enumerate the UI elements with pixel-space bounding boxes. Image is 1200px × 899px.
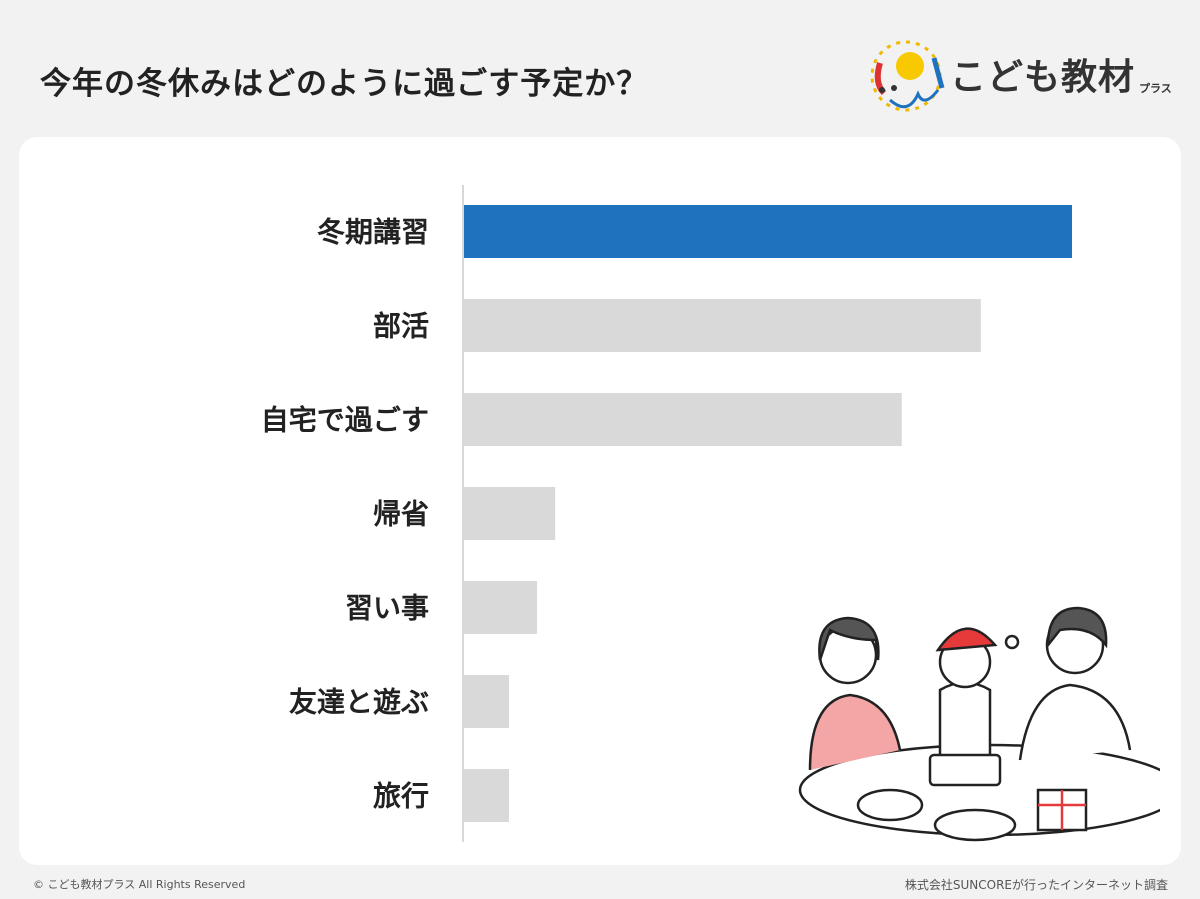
bar-4 — [464, 581, 537, 634]
bar-0 — [464, 205, 1072, 258]
category-label-1: 部活 — [373, 310, 429, 343]
category-label-5: 友達と遊ぶ — [289, 686, 429, 719]
bar-6 — [464, 769, 509, 822]
chart-title: 今年の冬休みはどのように過ごす予定か？ — [40, 66, 649, 102]
logo-lightbulb-icon — [870, 40, 945, 112]
category-label-3: 帰省 — [373, 498, 429, 531]
category-label-0: 冬期講習 — [317, 216, 429, 249]
bar-2 — [464, 393, 902, 446]
category-label-4: 習い事 — [345, 592, 429, 625]
bar-5 — [464, 675, 509, 728]
logo-wordmark: こども教材 プラス — [950, 56, 1172, 100]
logo: こども教材 プラス — [868, 38, 1198, 118]
chart-card: 冬期講習部活自宅で過ごす帰省習い事友達と遊ぶ旅行 — [19, 137, 1181, 865]
family-dinner-illustration — [798, 606, 1160, 842]
logo-name: こども教材 — [950, 57, 1136, 98]
category-label-6: 旅行 — [373, 780, 429, 813]
source-text: 株式会社SUNCOREが行ったインターネット調査 — [904, 878, 1168, 892]
bar-1 — [464, 299, 981, 352]
category-label-2: 自宅で過ごす — [261, 404, 429, 437]
bar-3 — [464, 487, 556, 540]
copyright-text: © こども教材プラス All Rights Reserved — [33, 878, 246, 891]
logo-sub: プラス — [1139, 82, 1172, 95]
